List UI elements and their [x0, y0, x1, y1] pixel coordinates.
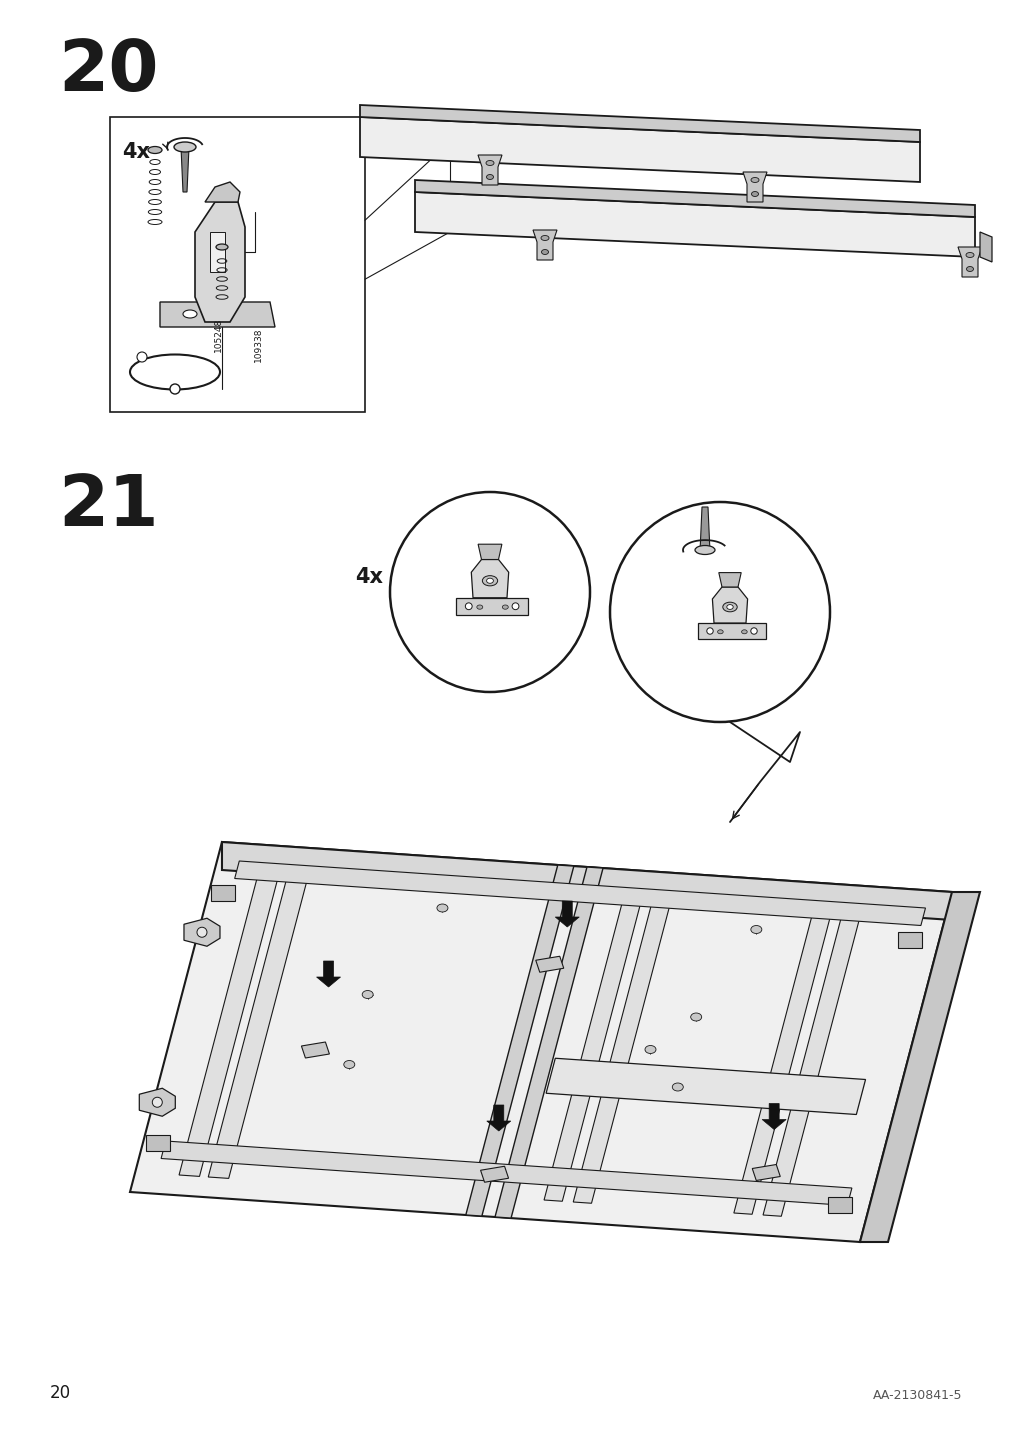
Polygon shape [546, 1058, 864, 1114]
Polygon shape [161, 1141, 851, 1206]
Ellipse shape [541, 235, 548, 241]
Circle shape [512, 603, 519, 610]
Polygon shape [533, 231, 556, 261]
Polygon shape [181, 147, 189, 192]
Text: 105248: 105248 [213, 318, 222, 352]
Circle shape [197, 928, 207, 938]
Polygon shape [761, 1104, 786, 1130]
Polygon shape [184, 918, 219, 947]
Ellipse shape [183, 309, 197, 318]
Polygon shape [456, 597, 528, 614]
Ellipse shape [215, 243, 227, 251]
Ellipse shape [486, 175, 493, 179]
Polygon shape [415, 180, 974, 218]
Text: AA-2130841-5: AA-2130841-5 [871, 1389, 961, 1402]
Ellipse shape [476, 604, 482, 609]
Polygon shape [979, 232, 991, 262]
Text: 20: 20 [58, 37, 159, 106]
Bar [827, 1197, 851, 1213]
Polygon shape [129, 842, 951, 1242]
Text: 20: 20 [50, 1383, 71, 1402]
Text: 109338: 109338 [253, 328, 262, 362]
Circle shape [389, 493, 589, 692]
Circle shape [750, 627, 756, 634]
Bar [897, 932, 921, 948]
Circle shape [610, 503, 829, 722]
Ellipse shape [501, 604, 508, 609]
Polygon shape [208, 866, 309, 1179]
Ellipse shape [750, 925, 761, 934]
Polygon shape [486, 1106, 511, 1131]
Polygon shape [140, 1088, 175, 1117]
Ellipse shape [437, 904, 448, 912]
Polygon shape [712, 587, 747, 623]
Ellipse shape [741, 630, 746, 634]
Ellipse shape [695, 546, 715, 554]
Bar [110, 117, 365, 412]
Ellipse shape [344, 1061, 355, 1068]
Polygon shape [316, 961, 341, 987]
Polygon shape [179, 865, 281, 1177]
Polygon shape [859, 892, 979, 1242]
Polygon shape [700, 507, 710, 551]
Polygon shape [360, 105, 919, 142]
Polygon shape [698, 623, 765, 639]
Polygon shape [572, 892, 672, 1203]
Polygon shape [205, 182, 240, 202]
Polygon shape [718, 573, 740, 587]
Polygon shape [415, 192, 974, 256]
Text: 4x: 4x [122, 142, 150, 162]
Circle shape [136, 352, 147, 362]
Ellipse shape [148, 146, 162, 153]
Ellipse shape [717, 630, 723, 634]
Polygon shape [235, 861, 925, 925]
Ellipse shape [644, 1045, 655, 1054]
Polygon shape [733, 904, 833, 1214]
Ellipse shape [486, 579, 493, 583]
Polygon shape [360, 117, 919, 182]
Ellipse shape [966, 266, 973, 272]
Ellipse shape [966, 252, 973, 258]
Ellipse shape [174, 142, 196, 152]
Circle shape [706, 627, 713, 634]
Polygon shape [957, 246, 981, 276]
Ellipse shape [482, 576, 497, 586]
Circle shape [152, 1097, 162, 1107]
Polygon shape [535, 957, 563, 972]
Polygon shape [477, 155, 501, 185]
Ellipse shape [751, 192, 758, 196]
Polygon shape [465, 865, 573, 1216]
Polygon shape [301, 1042, 330, 1058]
Ellipse shape [129, 355, 219, 390]
Ellipse shape [362, 991, 373, 998]
Polygon shape [762, 905, 862, 1216]
Polygon shape [555, 901, 578, 927]
Polygon shape [742, 172, 766, 202]
Polygon shape [210, 232, 224, 272]
Ellipse shape [485, 160, 493, 166]
Ellipse shape [541, 249, 548, 255]
Polygon shape [471, 560, 509, 597]
Polygon shape [195, 202, 245, 322]
Polygon shape [544, 891, 643, 1201]
Polygon shape [160, 302, 275, 326]
Polygon shape [751, 1164, 779, 1180]
Ellipse shape [671, 1083, 682, 1091]
Bar [146, 1136, 170, 1151]
Polygon shape [477, 544, 501, 560]
Text: 21: 21 [58, 473, 159, 541]
Ellipse shape [750, 178, 758, 182]
Bar [211, 885, 236, 901]
Ellipse shape [690, 1012, 701, 1021]
Circle shape [170, 384, 180, 394]
Polygon shape [221, 842, 951, 919]
Circle shape [465, 603, 472, 610]
Polygon shape [494, 866, 603, 1219]
Polygon shape [480, 1166, 509, 1183]
Ellipse shape [726, 604, 733, 610]
Ellipse shape [722, 603, 736, 611]
Text: 4x: 4x [355, 567, 382, 587]
